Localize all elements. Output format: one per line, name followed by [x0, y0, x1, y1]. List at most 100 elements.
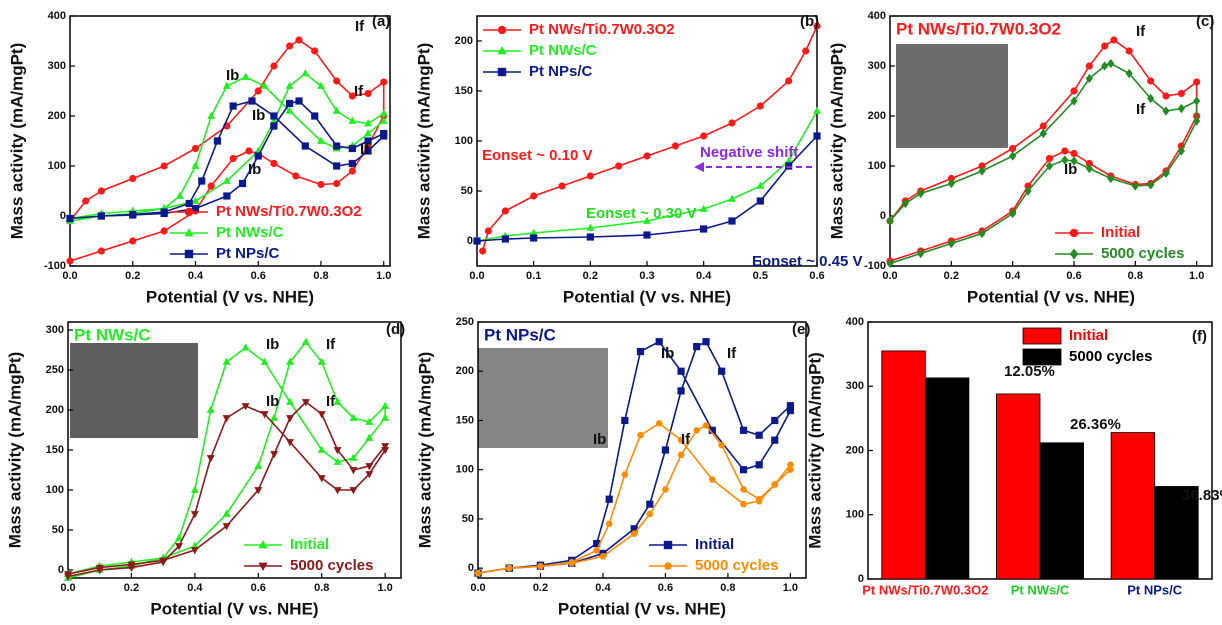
- data-point: [333, 457, 342, 465]
- data-point: [260, 411, 269, 419]
- annotation: Negative shift: [700, 144, 798, 161]
- data-point: [285, 81, 294, 89]
- data-point: [699, 204, 708, 212]
- data-point: [317, 81, 325, 89]
- data-point: [348, 116, 357, 124]
- data-point: [593, 547, 601, 554]
- data-point: [349, 467, 358, 475]
- series-line: [889, 62, 1198, 265]
- annotation: Ib: [266, 393, 279, 410]
- data-point: [185, 199, 193, 208]
- data-point: [364, 119, 372, 127]
- data-point: [254, 152, 262, 160]
- legend-label: 5000 cycles: [290, 557, 373, 574]
- data-point: [222, 415, 231, 423]
- y-tick-label: 200: [48, 110, 66, 122]
- tem-inset: [478, 348, 608, 448]
- legend-label: Pt NPs/C: [529, 63, 593, 80]
- data-point: [332, 106, 341, 114]
- data-point: [661, 446, 670, 454]
- x-tick-label: 0.2: [125, 270, 140, 282]
- data-point: [333, 179, 341, 188]
- data-point: [295, 36, 303, 44]
- x-tick-label: 0.5: [753, 270, 768, 282]
- legend-marker: [258, 562, 268, 572]
- data-point: [1177, 89, 1185, 98]
- y-tick-label: 0: [60, 210, 66, 222]
- data-point: [802, 47, 810, 55]
- annotation: If: [681, 431, 691, 448]
- y-tick-label: 200: [846, 444, 864, 456]
- y-tick-label: 300: [48, 60, 66, 72]
- data-point: [348, 167, 356, 175]
- data-point: [1193, 78, 1201, 86]
- data-point: [190, 485, 199, 493]
- x-tick-label: 0.2: [944, 270, 959, 282]
- data-point: [599, 553, 607, 560]
- data-point: [364, 129, 372, 137]
- x-tick-label: 0.8: [313, 270, 328, 282]
- legend-marker: [663, 562, 673, 570]
- data-point: [365, 433, 374, 441]
- data-point: [333, 487, 342, 495]
- data-point: [198, 177, 206, 185]
- data-point: [229, 154, 237, 163]
- data-point: [286, 357, 294, 365]
- data-point: [379, 109, 388, 117]
- data-point: [643, 216, 651, 224]
- data-point: [286, 439, 294, 447]
- data-point: [222, 81, 231, 89]
- data-point: [223, 192, 231, 200]
- y-tick-label: 250: [456, 316, 474, 328]
- legend-marker: [497, 45, 507, 55]
- x-tick-label: 0.2: [583, 270, 598, 282]
- legend-label: Initial: [1101, 224, 1140, 241]
- data-point: [348, 144, 356, 153]
- data-point: [693, 343, 701, 351]
- data-point: [755, 498, 763, 505]
- data-point: [708, 476, 716, 483]
- y-tick-label: 50: [461, 185, 473, 197]
- data-point: [286, 415, 294, 423]
- x-tick-label: 0.4: [188, 270, 204, 282]
- data-point: [301, 142, 309, 150]
- legend-marker: [258, 539, 268, 549]
- data-point: [978, 162, 986, 170]
- annotation: 12.05%: [1004, 363, 1055, 380]
- data-point: [771, 436, 779, 444]
- data-point: [270, 112, 278, 120]
- data-point: [771, 416, 779, 425]
- annotation: (e): [792, 321, 810, 338]
- annotation: Ib: [593, 431, 606, 448]
- data-point: [175, 543, 183, 551]
- data-point: [191, 204, 200, 213]
- plot-frame: [889, 15, 1213, 267]
- shift-arrow-head: [694, 162, 704, 172]
- series-line: [476, 110, 818, 242]
- data-point: [917, 188, 925, 199]
- data-point: [97, 212, 105, 220]
- annotation: If: [360, 141, 370, 158]
- panel-title: Pt NWs/Ti0.7W0.3O2: [896, 19, 1061, 38]
- annotation: Ib: [266, 336, 279, 353]
- plot-frame: [477, 321, 807, 579]
- data-point: [333, 142, 341, 150]
- legend-marker: [184, 227, 194, 237]
- data-point: [286, 397, 294, 405]
- data-point: [813, 22, 821, 30]
- data-point: [317, 445, 326, 453]
- data-point: [1125, 68, 1133, 79]
- data-point: [558, 182, 566, 190]
- x-tick-label: 0.1: [526, 270, 541, 282]
- x-tick-label: 0.6: [251, 582, 266, 594]
- data-point: [728, 217, 736, 225]
- data-point: [380, 78, 388, 86]
- data-point: [245, 147, 253, 155]
- data-point: [190, 511, 199, 519]
- data-point: [1085, 62, 1093, 70]
- annotation: Eonset ~ 0.30 V: [586, 205, 696, 222]
- data-point: [661, 486, 670, 493]
- x-axis-label: Potential (V vs. NHE): [150, 599, 318, 618]
- data-point: [677, 387, 685, 395]
- data-point: [655, 338, 663, 346]
